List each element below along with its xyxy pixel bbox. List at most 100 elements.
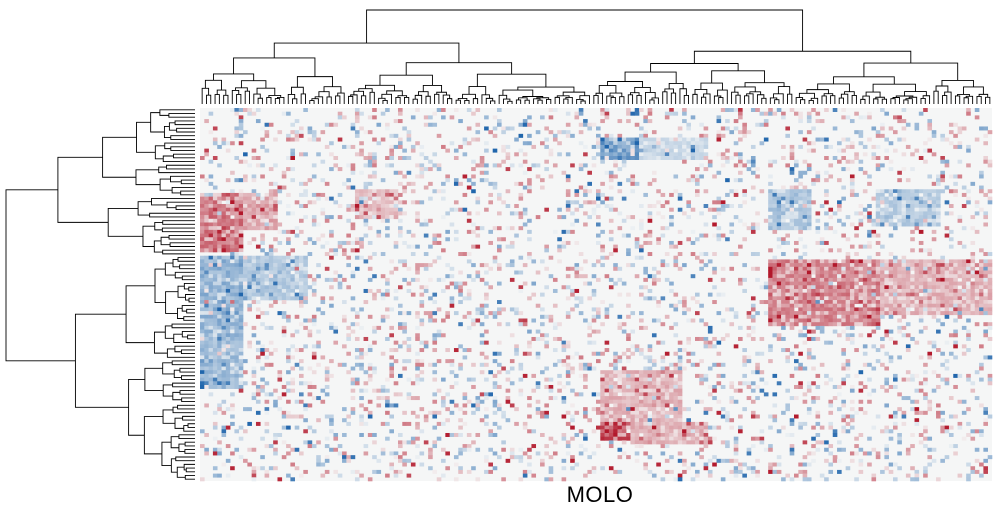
dendrogram-branch [296, 76, 333, 88]
heatmap-cell [238, 126, 244, 131]
heatmap-cell [910, 211, 915, 216]
heatmap-cell [221, 336, 227, 341]
heatmap-cell [802, 322, 808, 327]
heatmap-cell [811, 366, 816, 371]
dendrogram-branch [892, 97, 900, 104]
heatmap-cell [587, 325, 592, 330]
heatmap-cell [200, 296, 205, 301]
heatmap-cell [372, 174, 377, 179]
heatmap-cell [656, 144, 661, 149]
heatmap-cell [699, 336, 704, 341]
heatmap-cell [867, 300, 872, 305]
heatmap-cell [957, 300, 963, 305]
heatmap-cell [346, 336, 351, 341]
heatmap-cell [290, 167, 295, 172]
heatmap-cell [867, 307, 872, 312]
heatmap-cell [910, 200, 915, 205]
heatmap-cell [798, 318, 803, 323]
heatmap-cell [212, 156, 218, 160]
heatmap-cell [815, 277, 821, 282]
dendrogram-branch [761, 97, 767, 104]
heatmap-cell [583, 318, 588, 323]
heatmap-cell [824, 240, 829, 245]
heatmap-cell [565, 111, 571, 116]
heatmap-cell [669, 144, 674, 149]
heatmap-cell [234, 211, 240, 216]
heatmap-cell [897, 115, 902, 120]
heatmap-cell [961, 259, 967, 264]
heatmap-cell [221, 322, 227, 327]
heatmap-cell [690, 351, 696, 356]
heatmap-cell [380, 384, 386, 389]
heatmap-cell [750, 370, 756, 375]
heatmap-cell [458, 288, 463, 293]
heatmap-cell [806, 318, 812, 323]
heatmap-cell [415, 277, 420, 282]
heatmap-cell [225, 370, 231, 375]
heatmap-cell [286, 296, 291, 301]
heatmap-cell [794, 300, 799, 305]
heatmap-cell [294, 200, 300, 205]
heatmap-cell [299, 152, 304, 157]
heatmap-cell [221, 303, 227, 308]
heatmap-cell [656, 137, 661, 142]
heatmap-cell [910, 281, 915, 286]
heatmap-cell [759, 336, 765, 341]
heatmap-cell [781, 296, 786, 301]
heatmap-cell [484, 207, 489, 212]
heatmap-cell [699, 252, 704, 257]
heatmap-cell [871, 318, 877, 323]
heatmap-cell [600, 111, 605, 116]
heatmap-cell [492, 181, 498, 186]
heatmap-cell [613, 152, 618, 157]
dendrogram-branch [180, 349, 195, 355]
heatmap-cell [415, 263, 420, 268]
heatmap-cell [806, 292, 812, 297]
heatmap-cell [208, 314, 214, 319]
heatmap-cell [415, 314, 420, 319]
heatmap-cell [953, 122, 958, 127]
heatmap-cell [225, 229, 231, 234]
heatmap-cell [217, 233, 222, 238]
heatmap-cell [750, 170, 756, 175]
heatmap-cell [651, 377, 657, 382]
heatmap-cell [910, 222, 915, 227]
heatmap-cell [484, 281, 489, 286]
heatmap-cell [268, 340, 274, 345]
heatmap-cell [436, 189, 442, 194]
heatmap-cell [251, 200, 257, 205]
heatmap-cell [690, 240, 696, 245]
heatmap-cell [574, 218, 580, 223]
heatmap-cell [699, 141, 704, 146]
heatmap-cell [867, 314, 872, 319]
heatmap-cell [824, 259, 829, 264]
dendrogram-branch [634, 86, 651, 93]
heatmap-cell [307, 384, 313, 389]
heatmap-cell [647, 344, 653, 349]
heatmap-cell [811, 277, 816, 282]
heatmap-cell [961, 126, 967, 131]
heatmap-cell [651, 277, 657, 282]
heatmap-cell [212, 240, 218, 245]
heatmap-cell [402, 156, 407, 160]
dendrogram-branch [181, 375, 195, 380]
heatmap-cell [475, 318, 481, 323]
dendrogram-branch [323, 86, 342, 94]
heatmap-cell [294, 329, 300, 334]
dendrogram-branch [183, 463, 195, 471]
heatmap-cell [845, 288, 851, 293]
heatmap-cell [905, 303, 911, 308]
heatmap-cell [716, 311, 722, 316]
heatmap-cell [354, 314, 360, 319]
heatmap-cell [428, 218, 433, 223]
heatmap-cell [458, 362, 463, 367]
dendrogram-branch [240, 80, 267, 89]
heatmap-cell [544, 340, 549, 345]
heatmap-cell [238, 115, 244, 120]
heatmap-cell [311, 318, 317, 323]
heatmap-cell [966, 311, 971, 316]
heatmap-cell [940, 285, 945, 290]
heatmap-cell [819, 277, 825, 282]
heatmap-cell [927, 311, 933, 316]
heatmap-cell [923, 266, 928, 271]
